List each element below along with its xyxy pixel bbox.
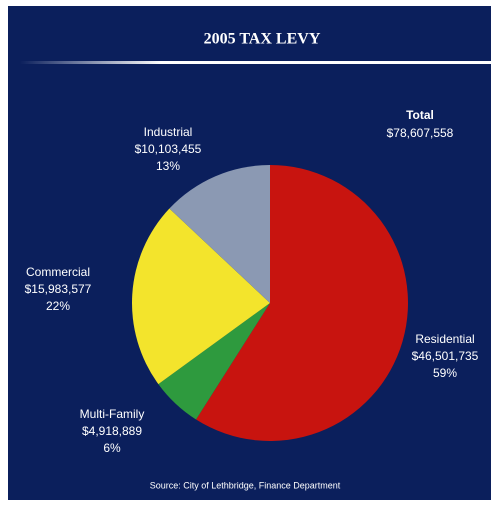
slice-label: Residential	[415, 332, 474, 346]
slice-percent: 22%	[46, 299, 70, 313]
total-amount: $78,607,558	[387, 126, 454, 140]
slice-amount: $10,103,455	[135, 142, 202, 156]
slice-label: Multi-Family	[80, 407, 145, 421]
slice-label: Commercial	[26, 265, 90, 279]
pie-slice	[196, 165, 408, 441]
total-label: Total	[406, 108, 434, 122]
source: Source: City of Lethbridge, Finance Depa…	[150, 480, 341, 490]
pie-slice	[131, 208, 270, 385]
chart-title: 2005 TAX LEVY	[204, 31, 321, 48]
slice-percent: 59%	[433, 366, 457, 380]
slice-amount: $46,501,735	[412, 349, 479, 363]
slice-percent: 6%	[103, 441, 121, 455]
title-rule	[20, 61, 491, 64]
pie-slice	[169, 165, 270, 303]
slice-label: Industrial	[144, 125, 193, 139]
pie-slice	[158, 303, 270, 420]
slice-percent: 13%	[156, 159, 180, 173]
slice-amount: $4,918,889	[82, 424, 142, 438]
slice-amount: $15,983,577	[25, 282, 92, 296]
